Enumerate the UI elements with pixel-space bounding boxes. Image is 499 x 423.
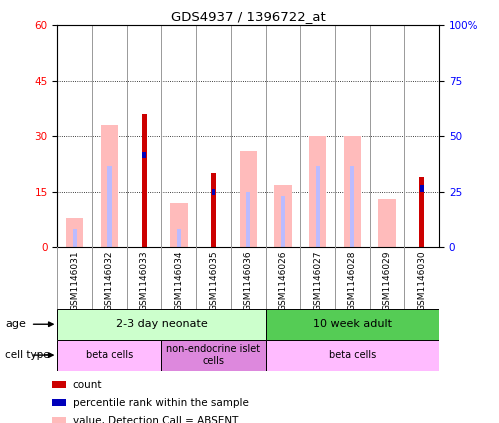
Text: GSM1146026: GSM1146026 — [278, 250, 287, 311]
Bar — [177, 229, 181, 247]
Bar — [211, 173, 216, 247]
Bar — [170, 203, 188, 247]
Text: age: age — [5, 319, 26, 329]
Text: GSM1146029: GSM1146029 — [383, 250, 392, 311]
Text: value, Detection Call = ABSENT: value, Detection Call = ABSENT — [73, 416, 238, 423]
Text: GSM1146028: GSM1146028 — [348, 250, 357, 311]
Bar — [420, 185, 424, 192]
Text: GSM1146031: GSM1146031 — [70, 250, 79, 311]
Text: percentile rank within the sample: percentile rank within the sample — [73, 398, 249, 408]
Bar — [52, 399, 66, 406]
Bar — [315, 166, 320, 247]
Bar — [142, 151, 146, 158]
Bar — [378, 199, 396, 247]
Text: GSM1146034: GSM1146034 — [174, 250, 183, 311]
Bar — [265, 340, 439, 371]
Text: cell type: cell type — [5, 350, 49, 360]
Text: 10 week adult: 10 week adult — [313, 319, 392, 329]
Text: beta cells: beta cells — [329, 350, 376, 360]
Text: GSM1146033: GSM1146033 — [140, 250, 149, 311]
Bar — [309, 137, 326, 247]
Bar — [265, 309, 439, 340]
Text: beta cells: beta cells — [86, 350, 133, 360]
Text: GSM1146036: GSM1146036 — [244, 250, 253, 311]
Bar — [57, 309, 265, 340]
Bar — [57, 340, 162, 371]
Bar — [350, 166, 354, 247]
Title: GDS4937 / 1396722_at: GDS4937 / 1396722_at — [171, 10, 326, 23]
Bar — [344, 137, 361, 247]
Bar — [162, 340, 265, 371]
Text: GSM1146027: GSM1146027 — [313, 250, 322, 311]
Bar — [101, 125, 118, 247]
Bar — [240, 151, 257, 247]
Bar — [52, 381, 66, 388]
Text: count: count — [73, 379, 102, 390]
Text: GSM1146032: GSM1146032 — [105, 250, 114, 311]
Text: GSM1146035: GSM1146035 — [209, 250, 218, 311]
Bar — [73, 229, 77, 247]
Bar — [419, 177, 424, 247]
Text: GSM1146030: GSM1146030 — [417, 250, 426, 311]
Bar — [107, 166, 111, 247]
Bar — [281, 196, 285, 247]
Bar — [212, 189, 215, 195]
Bar — [274, 184, 291, 247]
Bar — [142, 114, 147, 247]
Text: 2-3 day neonate: 2-3 day neonate — [116, 319, 208, 329]
Bar — [52, 417, 66, 423]
Bar — [66, 218, 83, 247]
Bar — [246, 192, 250, 247]
Text: non-endocrine islet
cells: non-endocrine islet cells — [167, 344, 260, 366]
